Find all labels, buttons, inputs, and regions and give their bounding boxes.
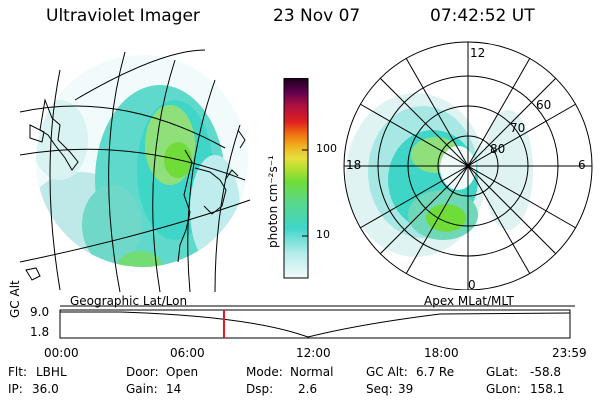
param-glon-label: GLon: <box>486 382 521 396</box>
param-gain-value: 14 <box>166 382 182 396</box>
param-seq-value: 39 <box>398 382 414 396</box>
time-label: 07:42:52 UT <box>430 6 535 26</box>
param-filter-value: LBHL <box>36 365 67 379</box>
time-tick-0000: 00:00 <box>44 346 79 360</box>
colorbar-tick-10: 10 <box>316 228 330 241</box>
param-filter-label: Flt: <box>8 365 27 379</box>
altitude-curve <box>60 311 571 338</box>
mlat-label-80: 80 <box>490 142 506 156</box>
param-gcalt-label: GC Alt: <box>366 365 408 379</box>
coastlines <box>25 98 246 281</box>
time-tick-2359: 23:59 <box>552 346 587 360</box>
geographic-map <box>19 49 251 292</box>
param-door-label: Door: <box>126 365 159 379</box>
param-dsp-label: Dsp: <box>246 382 274 396</box>
colorbar <box>283 78 309 279</box>
date-label: 23 Nov 07 <box>273 6 361 26</box>
param-mode-label: Mode: <box>246 365 283 379</box>
mlt-label-12: 12 <box>470 46 486 60</box>
colorbar-tick-100: 100 <box>316 142 337 155</box>
polar-grid <box>343 41 593 290</box>
altitude-plot-frame <box>59 309 571 339</box>
param-gcalt-value: 6.7 Re <box>416 365 455 379</box>
altitude-axis-label: GC Alt <box>8 280 22 318</box>
param-door-value: Open <box>166 365 199 379</box>
param-glat-label: GLat: <box>486 365 519 379</box>
colorbar-unit-label: photon cm⁻²s⁻¹ <box>266 155 280 248</box>
time-tick-1800: 18:00 <box>424 346 459 360</box>
param-gain-label: Gain: <box>126 382 158 396</box>
altitude-track-panel <box>59 305 575 339</box>
param-ip-value: 36.0 <box>32 382 59 396</box>
param-mode-value: Normal <box>290 365 334 379</box>
instrument-title: Ultraviolet Imager <box>46 6 200 26</box>
param-seq-label: Seq: <box>366 382 393 396</box>
time-tick-0600: 06:00 <box>170 346 205 360</box>
param-dsp-value: 2.6 <box>298 382 318 396</box>
polar-map-label: Apex MLat/MLT <box>424 294 514 308</box>
param-ip-label: IP: <box>8 382 23 396</box>
mlat-label-60: 60 <box>536 98 552 112</box>
polar-map <box>343 41 593 290</box>
time-tick-1200: 12:00 <box>296 346 331 360</box>
altitude-tick-1-8: 1.8 <box>30 325 50 339</box>
mlt-label-6: 6 <box>578 158 586 172</box>
mlat-label-70: 70 <box>510 121 526 135</box>
mlt-label-18: 18 <box>346 158 362 172</box>
param-glat-value: -58.8 <box>530 365 562 379</box>
geographic-map-label: Geographic Lat/Lon <box>70 294 188 308</box>
mlt-label-0: 0 <box>468 278 476 292</box>
altitude-tick-9-0: 9.0 <box>30 305 50 319</box>
param-glon-value: 158.1 <box>530 382 565 396</box>
lat-lon-grid <box>19 49 251 292</box>
